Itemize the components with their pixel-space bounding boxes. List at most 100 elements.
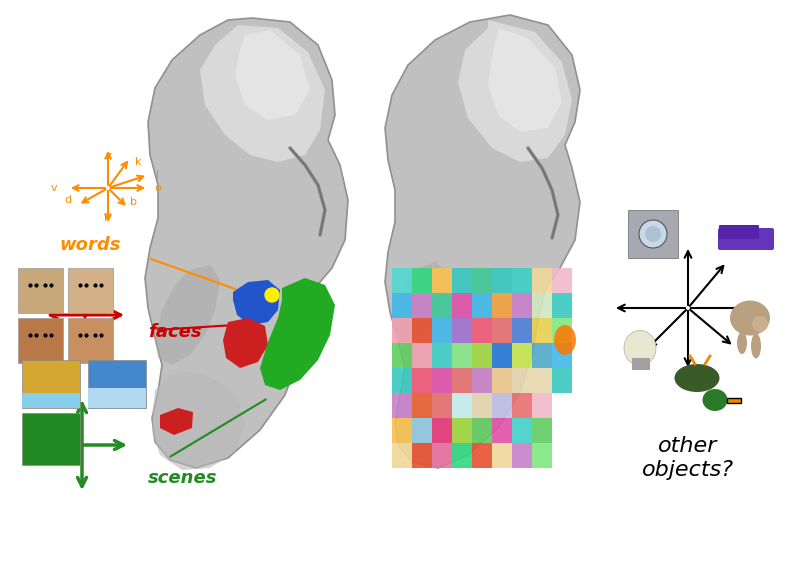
Bar	[512, 418, 532, 443]
Ellipse shape	[729, 301, 769, 335]
Bar	[68, 318, 113, 363]
Bar	[532, 293, 552, 318]
Bar	[471, 318, 491, 343]
Ellipse shape	[623, 331, 655, 366]
Bar	[392, 343, 411, 368]
Bar	[512, 293, 532, 318]
Text: o: o	[154, 183, 161, 193]
Bar	[552, 368, 571, 393]
Bar	[451, 268, 471, 293]
Bar	[491, 268, 512, 293]
Bar	[392, 418, 411, 443]
Bar	[411, 368, 431, 393]
Bar	[18, 268, 63, 313]
Bar	[471, 293, 491, 318]
Polygon shape	[234, 30, 310, 120]
Text: scenes: scenes	[148, 469, 218, 487]
Bar	[411, 418, 431, 443]
Polygon shape	[200, 25, 324, 162]
Bar	[532, 368, 552, 393]
Bar	[512, 393, 532, 418]
Bar	[68, 268, 113, 313]
Text: v: v	[51, 183, 57, 193]
Text: b: b	[130, 197, 137, 207]
Ellipse shape	[702, 389, 727, 411]
Bar	[491, 318, 512, 343]
Bar	[451, 318, 471, 343]
FancyBboxPatch shape	[717, 228, 773, 250]
Bar	[532, 343, 552, 368]
Ellipse shape	[736, 332, 746, 354]
Bar	[512, 343, 532, 368]
Text: p: p	[104, 211, 112, 221]
Polygon shape	[458, 20, 571, 162]
Bar	[431, 268, 451, 293]
Bar	[431, 343, 451, 368]
Bar	[411, 343, 431, 368]
Bar	[411, 443, 431, 468]
Text: faces: faces	[148, 323, 202, 341]
Bar	[392, 368, 411, 393]
Bar	[631, 358, 649, 370]
Ellipse shape	[553, 325, 575, 355]
Ellipse shape	[750, 333, 760, 359]
Polygon shape	[233, 280, 279, 325]
Bar	[512, 443, 532, 468]
Polygon shape	[259, 278, 335, 390]
Bar	[431, 393, 451, 418]
Bar	[491, 293, 512, 318]
Circle shape	[265, 288, 279, 302]
Circle shape	[638, 220, 666, 248]
Bar	[512, 268, 532, 293]
Bar	[471, 368, 491, 393]
Bar	[512, 318, 532, 343]
Bar	[431, 318, 451, 343]
Bar	[491, 418, 512, 443]
Bar	[471, 268, 491, 293]
Bar	[22, 360, 80, 408]
Circle shape	[644, 226, 660, 242]
Text: z: z	[105, 151, 111, 161]
Bar	[532, 268, 552, 293]
Bar	[532, 418, 552, 443]
Bar	[471, 418, 491, 443]
Bar	[471, 393, 491, 418]
Bar	[451, 343, 471, 368]
Bar	[18, 318, 63, 363]
Bar	[451, 443, 471, 468]
Text: l: l	[157, 170, 159, 180]
Bar	[411, 318, 431, 343]
Bar	[392, 268, 411, 293]
Bar	[392, 393, 411, 418]
Text: words: words	[59, 236, 120, 254]
Bar	[392, 293, 411, 318]
Text: other
objects?: other objects?	[642, 436, 733, 480]
Polygon shape	[394, 262, 447, 342]
Bar	[88, 360, 146, 408]
Bar	[431, 368, 451, 393]
Bar	[512, 368, 532, 393]
Bar	[22, 393, 80, 408]
FancyBboxPatch shape	[718, 225, 758, 239]
Circle shape	[751, 316, 767, 332]
Polygon shape	[487, 28, 561, 132]
Bar	[552, 293, 571, 318]
Bar	[471, 443, 491, 468]
Bar	[22, 413, 80, 465]
Bar	[491, 343, 512, 368]
Bar	[431, 293, 451, 318]
Bar	[552, 318, 571, 343]
Bar	[552, 343, 571, 368]
Bar	[471, 343, 491, 368]
Bar	[491, 443, 512, 468]
Bar	[532, 318, 552, 343]
Bar	[627, 210, 677, 258]
Polygon shape	[152, 372, 245, 470]
Bar	[411, 293, 431, 318]
Polygon shape	[145, 18, 348, 468]
Text: k: k	[135, 157, 141, 167]
Polygon shape	[222, 318, 267, 368]
Polygon shape	[385, 15, 579, 468]
Bar	[451, 393, 471, 418]
Bar	[88, 388, 146, 408]
